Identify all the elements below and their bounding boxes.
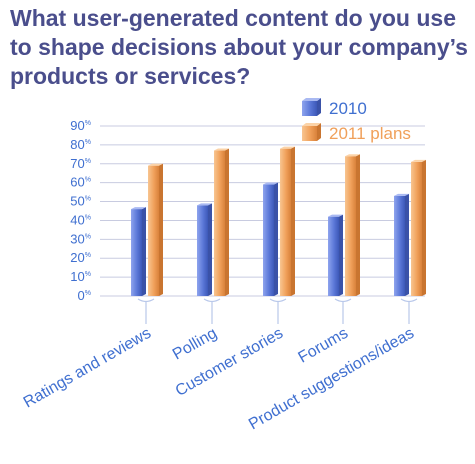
category-label: Forums	[296, 325, 351, 367]
bar-2011-plans	[214, 148, 229, 296]
legend-label: 2010	[329, 99, 367, 118]
category-tick	[269, 298, 287, 324]
bar-2010	[328, 214, 343, 296]
category-tick	[137, 298, 155, 324]
legend: 2010 2011 plans	[302, 98, 411, 143]
y-tick-label: 60%	[70, 175, 91, 190]
category-label: Ratings and reviews	[21, 325, 154, 412]
y-tick-label: 10%	[70, 269, 91, 284]
bar-2010	[263, 182, 278, 296]
category-label: Polling	[170, 325, 220, 364]
chart-title: What user-generated content do you use t…	[10, 5, 468, 89]
category-label: Customer stories	[173, 325, 286, 400]
bar-2011-plans	[280, 146, 295, 296]
bars	[131, 146, 426, 296]
bar-2010	[131, 207, 146, 296]
y-tick-label: 30%	[70, 231, 91, 246]
legend-swatch	[302, 123, 321, 141]
legend-item-2011-plans: 2011 plans	[302, 123, 411, 143]
legend-item-2010: 2010	[302, 98, 367, 118]
legend-label: 2011 plans	[329, 124, 411, 143]
y-tick-label: 20%	[70, 250, 91, 265]
bar-2010	[394, 193, 409, 296]
y-tick-label: 90%	[70, 118, 91, 133]
y-tick-label: 0%	[78, 288, 91, 303]
bar-2010	[197, 203, 212, 296]
category-tick	[400, 298, 418, 324]
bar-2011-plans	[148, 163, 163, 296]
y-tick-label: 40%	[70, 212, 91, 227]
y-tick-label: 70%	[70, 156, 91, 171]
bar-2011-plans	[411, 159, 426, 296]
y-axis-ticks: 0% 10% 20% 30% 40% 50% 60% 70% 80% 90%	[70, 118, 91, 303]
category-tick	[334, 298, 352, 324]
category-tick	[203, 298, 221, 324]
y-tick-label: 50%	[70, 194, 91, 209]
y-tick-label: 80%	[70, 137, 91, 152]
bar-2011-plans	[345, 154, 360, 296]
legend-swatch	[302, 98, 321, 116]
